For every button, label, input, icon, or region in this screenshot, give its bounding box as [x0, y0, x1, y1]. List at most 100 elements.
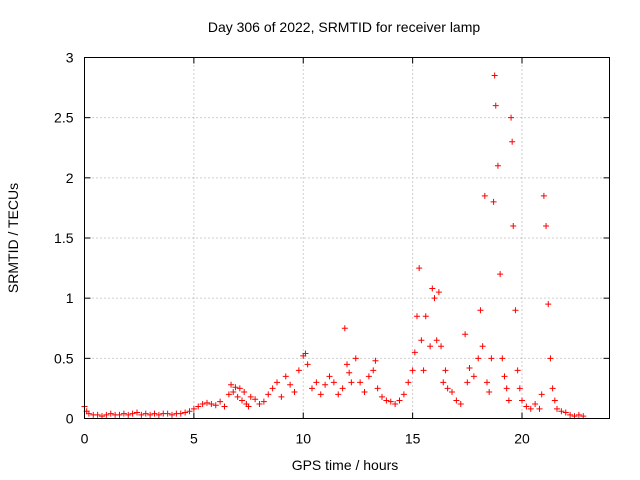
x-axis-label: GPS time / hours [292, 457, 399, 473]
data-point [519, 397, 525, 404]
data-point [256, 401, 263, 408]
data-point [265, 391, 272, 398]
data-point [558, 408, 565, 415]
data-point [510, 222, 517, 229]
data-point [488, 355, 495, 362]
data-point [470, 373, 477, 380]
data-point [142, 410, 149, 417]
data-point [374, 385, 381, 392]
data-point [129, 410, 136, 417]
data-point [85, 410, 92, 417]
y-tick-label: 3 [66, 50, 74, 66]
data-point [427, 343, 434, 350]
data-point [477, 307, 484, 314]
data-point [309, 385, 315, 392]
data-point [372, 357, 379, 364]
data-point [247, 393, 254, 400]
data-point [291, 389, 298, 396]
data-point [567, 411, 574, 418]
data-point [545, 301, 552, 308]
data-point [418, 337, 425, 344]
data-point [475, 355, 482, 362]
chart-title: Day 306 of 2022, SRMTID for receiver lam… [208, 19, 481, 35]
data-point [383, 397, 390, 404]
data-point [317, 391, 324, 398]
data-point [420, 367, 427, 374]
data-point [479, 343, 486, 350]
data-point [490, 198, 497, 205]
data-point [335, 391, 342, 398]
data-point [494, 162, 501, 169]
data-point [554, 405, 560, 412]
data-point [239, 397, 245, 404]
data-point [562, 409, 569, 416]
data-point [536, 405, 543, 412]
data-point [400, 391, 407, 398]
data-point [352, 355, 359, 362]
data-point [287, 381, 294, 388]
data-point [182, 409, 189, 416]
data-point [509, 138, 516, 145]
data-point [155, 411, 162, 418]
data-point [575, 411, 582, 418]
data-point [232, 384, 239, 391]
data-point [497, 271, 504, 278]
data-point [217, 398, 224, 405]
data-point [245, 403, 252, 410]
data-point [411, 349, 418, 356]
data-point [431, 295, 438, 302]
data-point [523, 403, 530, 410]
y-tick-label: 2 [66, 170, 74, 186]
x-tick-label: 20 [514, 431, 530, 447]
data-point [147, 411, 154, 418]
y-tick-label: 2.5 [54, 110, 74, 126]
data-point [177, 410, 184, 417]
data-point [538, 391, 545, 398]
data-point [204, 399, 210, 406]
data-point [416, 265, 423, 272]
data-point [282, 373, 289, 380]
data-point [302, 350, 309, 357]
data-point [252, 396, 259, 403]
data-point [330, 379, 337, 386]
data-point [505, 397, 512, 404]
data-point [547, 355, 554, 362]
data-point [453, 397, 460, 404]
data-point [486, 389, 493, 396]
y-tick-label: 0.5 [54, 350, 74, 366]
data-point [444, 385, 451, 392]
data-point [527, 405, 534, 412]
data-point [228, 381, 235, 388]
data-point [514, 367, 521, 374]
x-tick-label: 10 [295, 431, 311, 447]
data-point [540, 192, 547, 199]
data-point [387, 398, 394, 405]
data-point [433, 337, 440, 344]
data-point [199, 401, 206, 408]
data-point [503, 385, 510, 392]
data-point [438, 343, 445, 350]
data-point [422, 313, 429, 320]
data-point [440, 379, 447, 386]
data-point [481, 192, 488, 199]
data-point [241, 389, 248, 396]
data-point [125, 411, 132, 418]
data-point [344, 361, 350, 368]
data-point [313, 379, 320, 386]
x-tick-label: 0 [81, 431, 89, 447]
x-tick-label: 5 [190, 431, 198, 447]
data-point [414, 313, 420, 320]
data-point [339, 385, 346, 392]
data-point [462, 331, 469, 338]
data-point [492, 102, 499, 109]
data-point [169, 411, 175, 418]
data-point [278, 393, 285, 400]
y-tick-label: 1.5 [54, 230, 74, 246]
data-point [164, 410, 171, 417]
data-point [107, 410, 114, 417]
data-point [392, 401, 399, 408]
data-point [260, 398, 267, 405]
data-point [442, 367, 449, 374]
data-point [379, 393, 385, 400]
data-marks [81, 72, 587, 420]
